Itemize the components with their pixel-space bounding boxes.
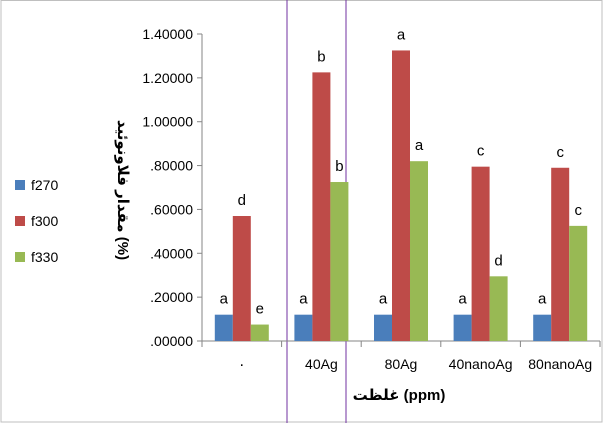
- data-label: c: [556, 144, 564, 161]
- bar-f300: [392, 50, 410, 341]
- data-label: d: [238, 192, 246, 209]
- y-tick-label: 1.20000: [142, 70, 193, 86]
- bar-f330: [410, 161, 428, 341]
- legend-swatch: [15, 252, 25, 262]
- data-label: a: [379, 291, 388, 308]
- bar-f300: [232, 216, 251, 341]
- y-tick-label: .60000: [150, 201, 193, 217]
- legend: f270 f300 f330: [15, 177, 58, 265]
- y-tick-label: .80000: [150, 158, 193, 174]
- y-axis-title: مقدار فلاونوئید (%): [114, 120, 131, 260]
- legend-swatch: [15, 216, 25, 226]
- x-tick-label: ٠: [238, 356, 246, 372]
- data-label: a: [458, 291, 467, 308]
- data-label: a: [415, 137, 424, 154]
- bar-f270: [453, 314, 472, 341]
- bar-f300: [551, 167, 570, 341]
- x-axis-title: غلظت (ppm): [353, 387, 446, 404]
- data-label: b: [335, 158, 343, 175]
- data-label: e: [256, 301, 264, 318]
- y-tick-label: .40000: [150, 245, 193, 261]
- y-tick-label: .20000: [150, 289, 193, 305]
- data-label: a: [220, 291, 229, 308]
- bars-group: a a a a a d b a c c e b a d c: [214, 26, 588, 341]
- x-tick-label: 80nanoAg: [528, 356, 592, 372]
- y-tick-label: .00000: [150, 333, 193, 349]
- data-label: c: [477, 143, 485, 160]
- x-tick-label: 80Ag: [385, 356, 418, 372]
- legend-label: f300: [31, 213, 58, 229]
- x-tick-label: 40Ag: [305, 356, 338, 372]
- bar-f300: [312, 72, 331, 341]
- bar-f330: [330, 182, 349, 341]
- data-label: a: [397, 26, 406, 43]
- data-label: b: [317, 48, 325, 65]
- bar-f270: [533, 314, 552, 341]
- data-label: d: [494, 252, 502, 269]
- data-label: a: [299, 291, 308, 308]
- bar-f330: [250, 324, 269, 341]
- data-label: a: [538, 291, 547, 308]
- legend-label: f270: [31, 177, 58, 193]
- legend-label: f330: [31, 249, 58, 265]
- bar-f300: [471, 166, 490, 341]
- x-tick-label: 40nanoAg: [449, 356, 513, 372]
- axes-group: .00000 .20000 .40000 .60000 .80000 1.00000 1.2…: [142, 26, 601, 372]
- bar-f330: [569, 225, 588, 341]
- bar-f270: [214, 314, 233, 341]
- bar-f330: [489, 276, 508, 341]
- data-label: c: [574, 202, 582, 219]
- legend-swatch: [15, 180, 25, 190]
- y-tick-label: 1.00000: [142, 114, 193, 130]
- bar-f270: [294, 314, 313, 341]
- bar-f270: [374, 314, 392, 341]
- y-tick-label: 1.40000: [142, 26, 193, 42]
